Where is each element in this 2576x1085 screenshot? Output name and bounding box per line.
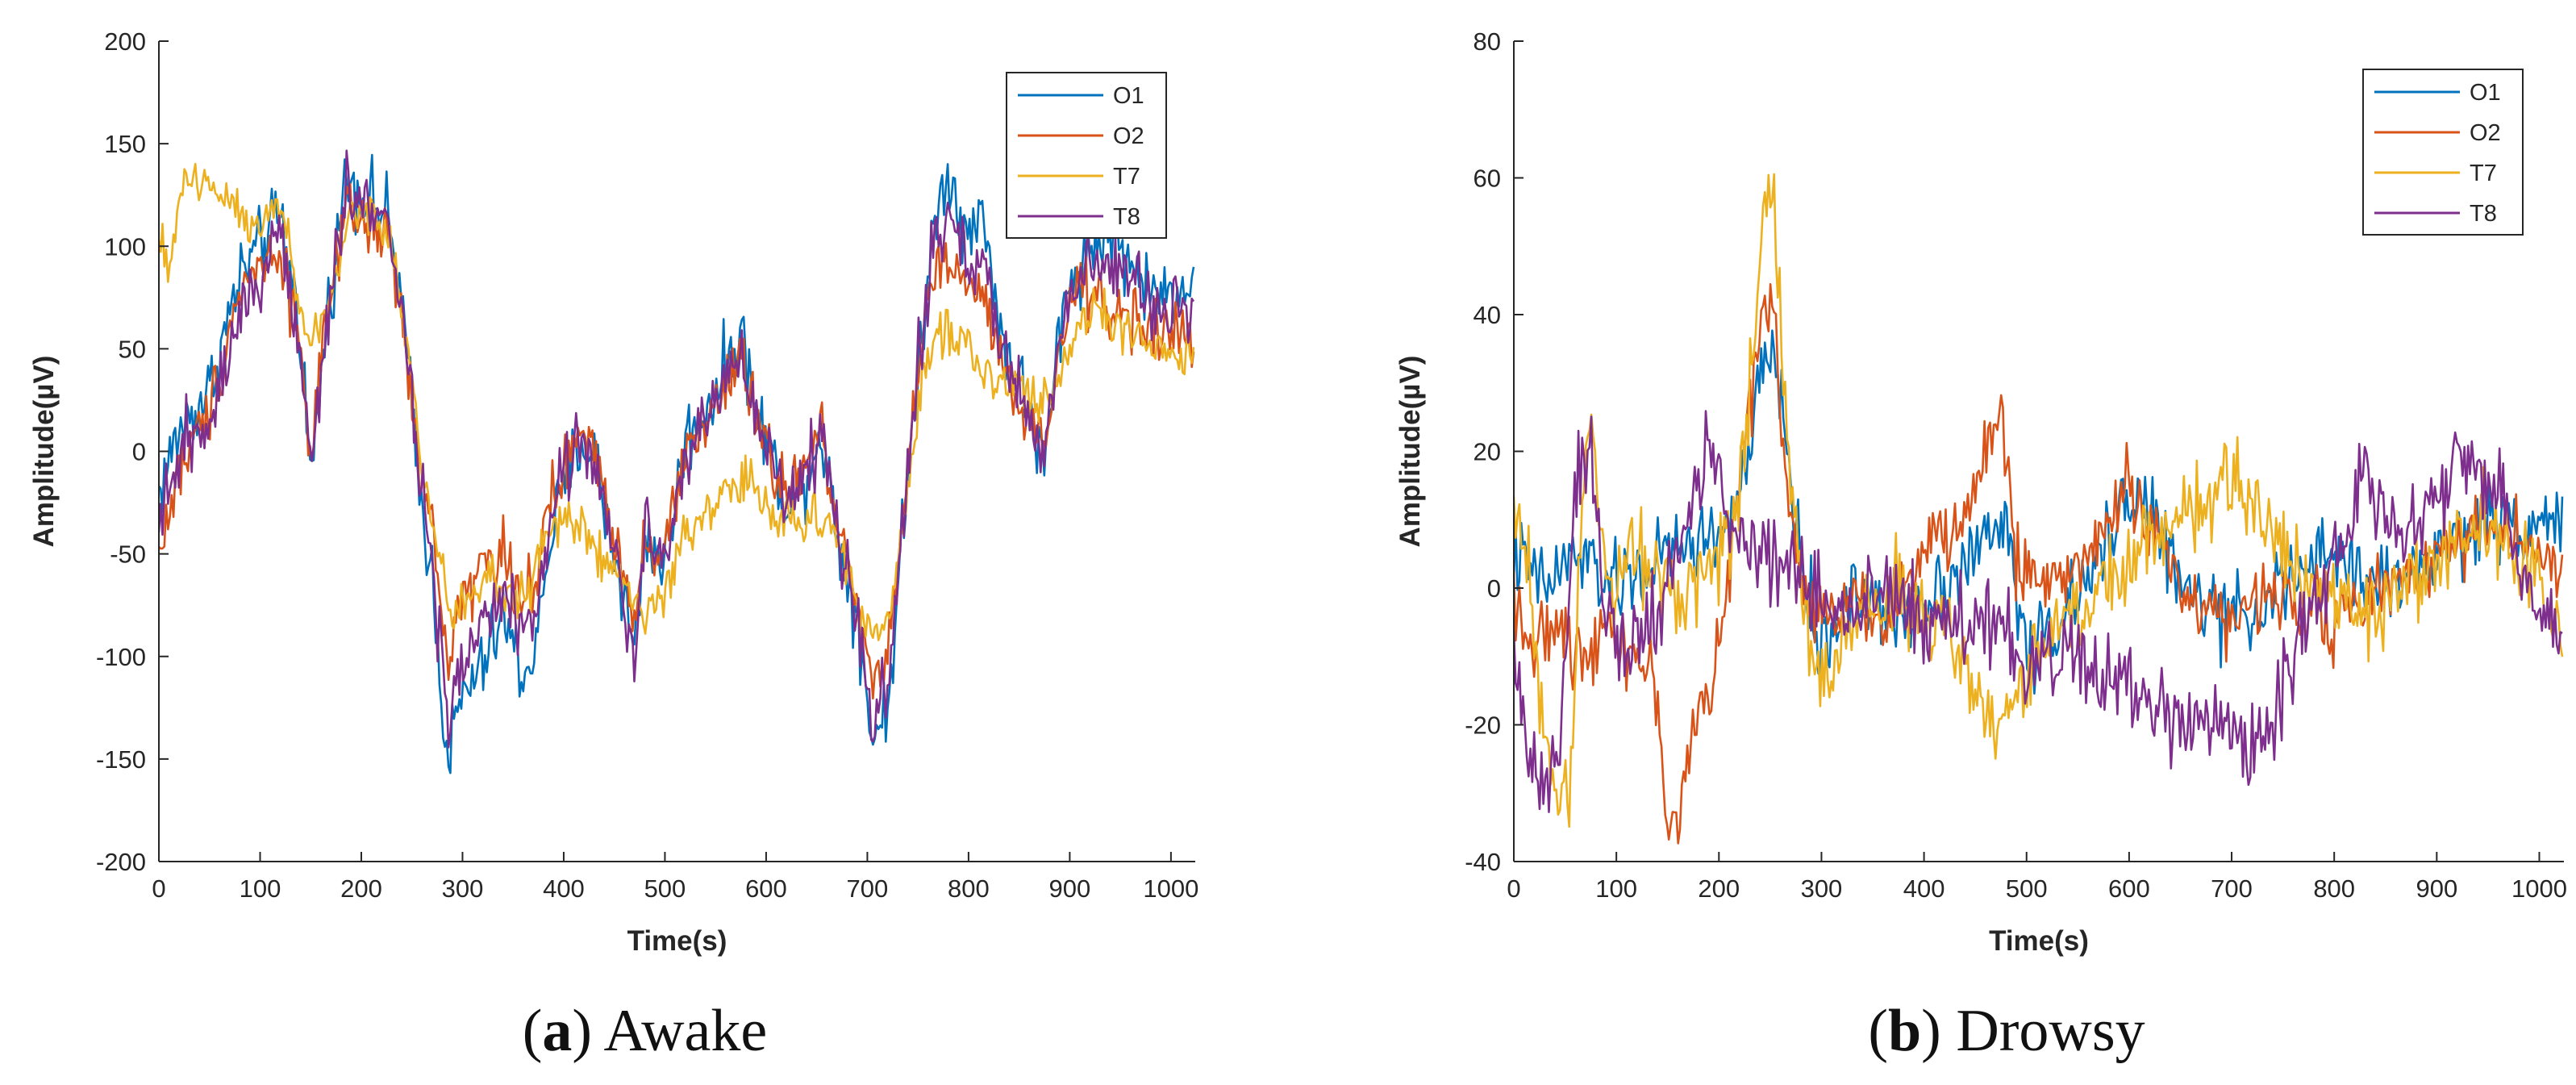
legend-label-o2: O2 <box>1113 123 1144 149</box>
legend-label-o1: O1 <box>2470 80 2501 106</box>
x-tick-label: 700 <box>847 874 889 903</box>
y-tick-label: 20 <box>1473 438 1501 466</box>
series-line-o1 <box>1514 329 2564 695</box>
y-axis-label: Amplitude(µV) <box>1394 356 1426 548</box>
y-tick-label: 60 <box>1473 165 1501 193</box>
axes: 0 100 200 300 400 500 600 700 800 900 1000-200-150… <box>96 27 1198 903</box>
y-tick-label: 0 <box>132 438 146 466</box>
y-tick-label: 0 <box>1487 574 1501 603</box>
x-tick-label: 1000 <box>1143 874 1198 903</box>
y-tick-label: 80 <box>1473 27 1501 56</box>
legend-box <box>1006 72 1167 239</box>
series-line-t7 <box>1514 173 2564 828</box>
series-line-t8 <box>159 149 1195 749</box>
x-tick-label: 0 <box>1507 874 1520 903</box>
series-group <box>1514 173 2564 845</box>
legend-label-o1: O1 <box>1113 83 1144 109</box>
y-tick-label: -100 <box>96 643 146 671</box>
x-tick-label: 300 <box>442 874 484 903</box>
y-tick-label: 40 <box>1473 301 1501 329</box>
figure-caption: (a) Awake <box>523 998 768 1064</box>
x-tick-label: 600 <box>2108 874 2150 903</box>
x-tick-label: 100 <box>1595 874 1637 903</box>
chart-awake: 0 100 200 300 400 500 600 700 800 900 1000-200-150… <box>28 27 1198 1064</box>
caption-close-paren: ) <box>572 998 603 1064</box>
y-tick-label: -50 <box>110 540 146 569</box>
y-tick-label: -150 <box>96 745 146 774</box>
figure-caption: (b) Drowsy <box>1868 998 2145 1064</box>
legend-label-t7: T7 <box>1113 164 1140 190</box>
x-tick-label: 200 <box>1698 874 1740 903</box>
x-tick-label: 100 <box>240 874 281 903</box>
caption-title: Awake <box>603 998 767 1064</box>
y-tick-label: 100 <box>104 232 146 261</box>
y-tick-label: -20 <box>1465 712 1501 740</box>
series-line-o1 <box>159 153 1195 774</box>
x-tick-label: 400 <box>543 874 585 903</box>
legend: O1 O2 T7 T8 <box>2362 69 2524 236</box>
legend: O1 O2 T7 T8 <box>1006 72 1167 239</box>
x-tick-label: 300 <box>1801 874 1843 903</box>
caption-close-paren: ) <box>1921 998 1956 1064</box>
chart-panel-awake: 0 100 200 300 400 500 600 700 800 900 1000 -200 -150… <box>28 27 1198 1064</box>
x-tick-label: 500 <box>644 874 686 903</box>
legend-label-t8: T8 <box>1113 204 1140 230</box>
x-tick-label: 600 <box>745 874 787 903</box>
legend-box <box>2362 69 2524 236</box>
x-tick-label: 800 <box>948 874 990 903</box>
y-tick-label: 150 <box>104 130 146 158</box>
x-tick-label: 900 <box>1049 874 1091 903</box>
x-tick-label: 200 <box>340 874 382 903</box>
series-group <box>159 149 1195 774</box>
x-tick-label: 900 <box>2416 874 2457 903</box>
chart-drowsy: 0 100 200 300 400 500 600 700 800 900 1000 -40 -20 0 2… <box>1394 27 2567 1064</box>
x-axis-label: Time(s) <box>1989 925 2089 957</box>
x-tick-label: 500 <box>2006 874 2048 903</box>
axes: 0 100 200 300 400 500 600 700 800 900 1000 -40 -20 0 2… <box>1465 27 2567 903</box>
caption-title: Drowsy <box>1956 998 2145 1064</box>
caption-open-paren: ( <box>523 998 543 1064</box>
x-tick-label: 800 <box>2313 874 2355 903</box>
series-line-t7 <box>159 162 1195 641</box>
legend-label-t7: T7 <box>2470 161 2497 186</box>
caption-open-paren: ( <box>1868 998 1888 1064</box>
legend-label-o2: O2 <box>2470 120 2501 146</box>
y-tick-label: 200 <box>104 27 146 56</box>
caption-letter: a <box>542 998 572 1064</box>
y-tick-label: 50 <box>119 335 146 363</box>
x-tick-label: 400 <box>1903 874 1945 903</box>
series-line-o2 <box>159 182 1195 700</box>
chart-panel-drowsy: 0 100 200 300 400 500 600 700 800 900 1000 -40 -20 0 2… <box>1288 0 2576 1085</box>
x-tick-label: 0 <box>152 874 165 903</box>
series-line-o2 <box>1514 282 2564 845</box>
x-tick-label: 1000 <box>2511 874 2567 903</box>
x-tick-label: 700 <box>2211 874 2253 903</box>
y-axis-label: Amplitude(µV) <box>28 356 60 548</box>
y-tick-label: -40 <box>1465 848 1501 876</box>
caption-letter: b <box>1888 998 1921 1064</box>
series-line-t8 <box>1514 410 2563 813</box>
x-axis-label: Time(s) <box>627 925 727 957</box>
legend-label-t8: T8 <box>2470 201 2497 227</box>
y-tick-label: -200 <box>96 848 146 876</box>
